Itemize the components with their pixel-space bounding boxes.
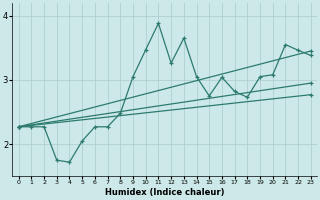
X-axis label: Humidex (Indice chaleur): Humidex (Indice chaleur) [105,188,225,197]
